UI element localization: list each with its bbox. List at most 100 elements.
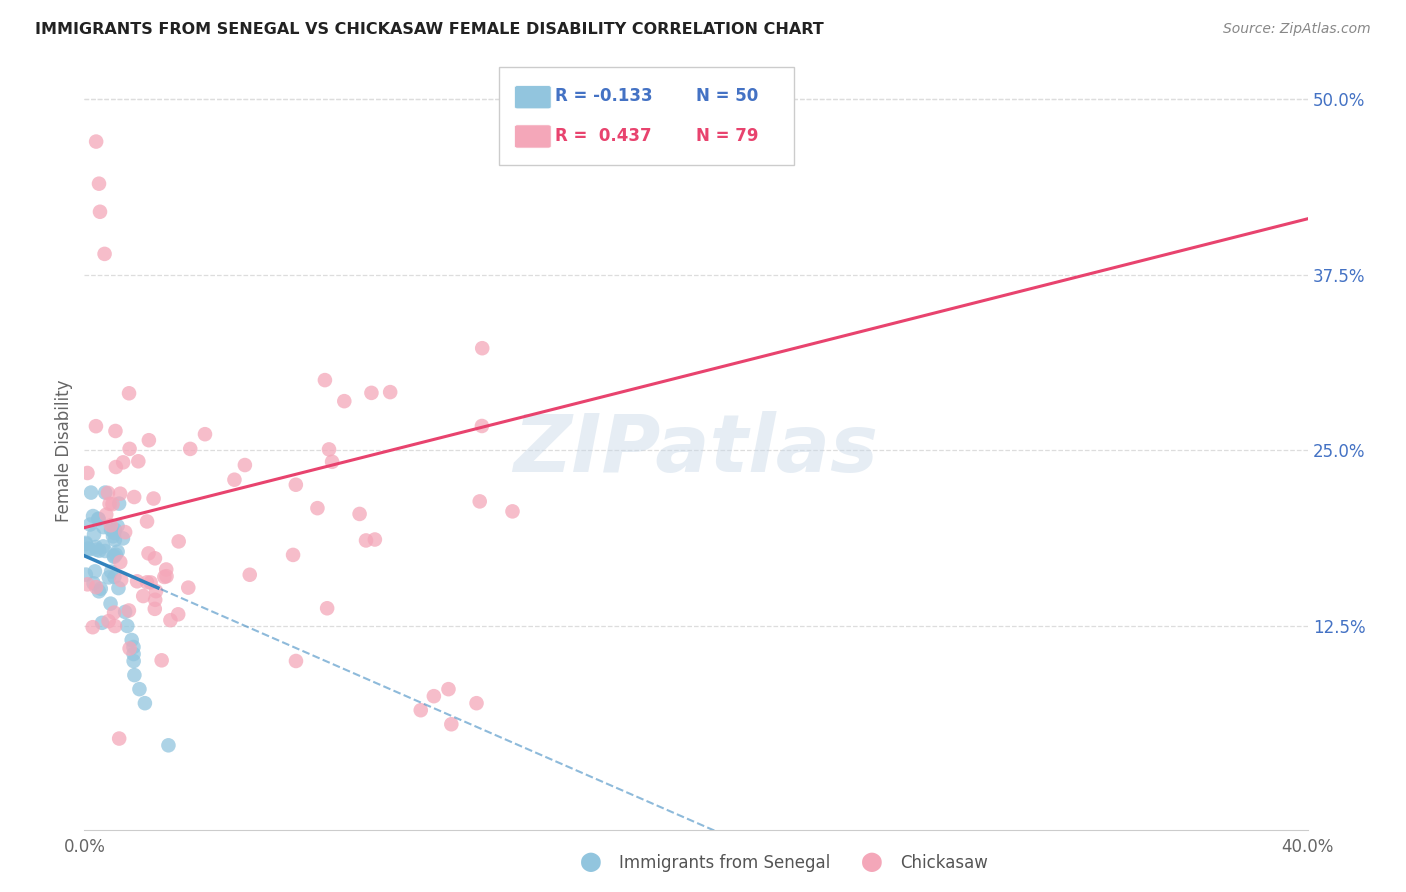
Point [145,584,167,599]
Point [155,562,177,576]
Point [90,582,112,596]
Point [142,491,165,506]
Point [321,455,343,469]
Point [138,434,160,448]
Point [107,519,129,533]
Point [84,580,107,594]
Point [122,490,145,504]
Point [122,654,145,668]
Point [76,466,98,480]
Point [104,523,127,537]
Point [103,570,125,584]
Point [97,486,120,500]
Point [79,542,101,557]
Point [87,177,110,191]
Point [150,653,173,667]
Point [409,703,432,717]
Point [91,540,114,554]
Point [94,485,117,500]
Point [108,486,131,500]
Point [84,419,107,434]
Point [103,549,125,564]
Point [136,575,159,590]
Point [333,394,356,409]
Point [471,341,494,355]
Point [224,473,246,487]
Point [349,507,371,521]
Point [138,546,160,560]
Point [167,534,190,549]
Point [97,614,120,628]
Point [83,576,105,591]
Point [104,460,127,475]
Point [136,515,159,529]
Point [122,647,145,661]
Point [76,577,98,591]
Point [75,567,97,582]
Point [440,717,463,731]
Point [111,532,134,546]
Point [114,605,136,619]
Point [239,567,262,582]
Point [465,696,488,710]
Point [103,525,125,540]
Point [117,619,139,633]
Point [118,641,141,656]
Point [143,602,166,616]
Text: N = 50: N = 50 [696,87,758,105]
Point [360,385,382,400]
Point [139,575,162,590]
Point [100,518,122,533]
Point [75,537,97,551]
Y-axis label: Female Disability: Female Disability [55,379,73,522]
Point [82,620,104,634]
Point [89,543,111,558]
Point [97,570,120,584]
Point [194,427,217,442]
Point [167,607,190,622]
Point [127,574,149,589]
Point [122,640,145,654]
Point [104,533,127,547]
Point [101,497,124,511]
Point [91,615,114,630]
Point [502,504,524,518]
Point [437,682,460,697]
Point [93,520,115,534]
Text: N = 79: N = 79 [696,127,758,145]
Point [159,613,181,627]
Point [100,523,122,537]
Point [153,570,176,584]
Point [77,541,100,556]
Point [179,442,201,456]
Point [110,555,132,569]
Point [108,497,131,511]
Point [354,533,377,548]
Point [107,581,129,595]
Text: ⬤: ⬤ [860,853,883,872]
Point [314,373,336,387]
Text: R = -0.133: R = -0.133 [555,87,652,105]
Point [284,477,307,491]
Point [423,689,446,703]
Point [94,544,117,558]
Point [79,517,101,532]
Point [134,696,156,710]
Point [307,501,329,516]
Text: Immigrants from Senegal: Immigrants from Senegal [619,855,830,872]
Point [100,597,122,611]
Text: Chickasaw: Chickasaw [900,855,987,872]
Point [127,454,149,468]
Point [84,135,107,149]
Point [128,682,150,697]
Point [155,569,177,583]
Point [87,512,110,526]
Point [100,565,122,579]
Point [83,527,105,541]
Point [75,536,97,550]
Point [87,584,110,599]
Point [98,497,121,511]
Point [110,573,132,587]
Point [104,424,127,438]
Point [285,654,308,668]
